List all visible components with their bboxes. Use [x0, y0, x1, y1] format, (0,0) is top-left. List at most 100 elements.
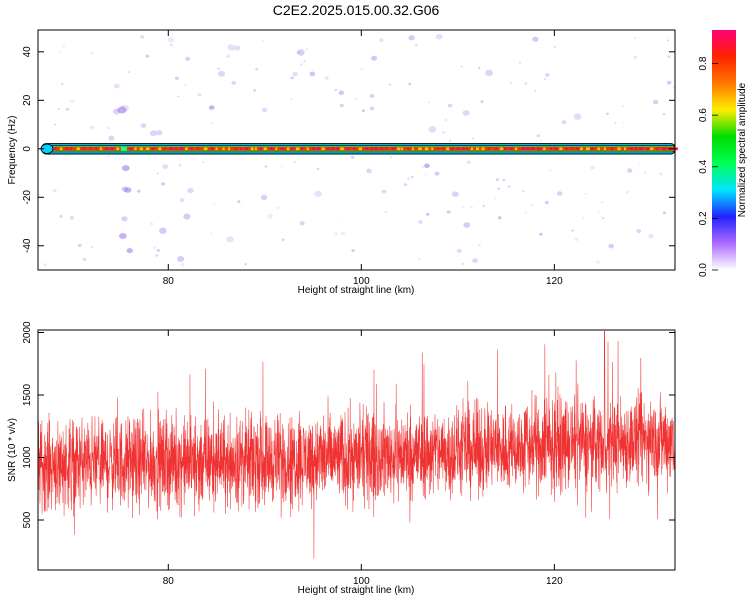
band-core-segment [89, 147, 92, 151]
spectrogram-noise-blob [471, 137, 474, 140]
snr-series-line [37, 331, 676, 559]
band-core-segment [509, 147, 514, 151]
spectrogram-noise-blob [280, 165, 283, 168]
spectrogram-noise-blob [316, 168, 320, 171]
band-core-segment [370, 147, 373, 151]
spectrogram-noise-blob [52, 189, 57, 193]
band-core-segment [380, 147, 383, 151]
band-core-segment [346, 147, 350, 151]
spectrogram-noise-blob [121, 216, 128, 222]
spectrogram-y-axis-label: Frequency (Hz) [7, 116, 18, 185]
band-core-segment [197, 147, 200, 151]
band-core-segment [65, 147, 68, 151]
spectrogram-noise-blob [414, 44, 418, 47]
spectrogram-noise-blob [43, 263, 48, 267]
band-core-segment [54, 147, 57, 151]
spectrogram-noise-blob [598, 211, 601, 213]
spectrogram-noise-blob [290, 76, 294, 80]
band-core-segment [674, 147, 678, 151]
spectrogram-noise-blob [539, 140, 542, 142]
spectrogram-noise-blob [156, 130, 163, 136]
spectrogram-noise-blob [369, 93, 375, 98]
spectrogram-noise-blob [667, 55, 671, 58]
spectrogram-noise-cluster [121, 165, 130, 172]
spectrogram-noise-blob [334, 232, 338, 236]
spectrogram-noise-blob [653, 99, 659, 105]
spectrogram-noise-blob [672, 86, 675, 89]
spectrogram-noise-blob [584, 192, 587, 195]
spectrogram-y-tick-label: 0 [22, 146, 33, 152]
band-core-segment [650, 147, 654, 151]
spectrogram-x-tick-label: 120 [546, 276, 563, 287]
spectrogram-noise-blob [524, 211, 527, 214]
spectrogram-noise-blob [255, 68, 258, 71]
spectrogram-noise-blob [497, 187, 501, 190]
spectrogram-noise-blob [252, 89, 257, 92]
spectrogram-noise-blob [608, 243, 614, 249]
band-core-segment [590, 147, 594, 151]
spectrogram-noise-blob [210, 122, 213, 125]
spectrogram-noise-blob [127, 71, 130, 73]
spectrogram-noise-blob [170, 43, 173, 47]
spectrogram-noise-blob [244, 263, 247, 266]
spectrogram-noise-blob [167, 37, 175, 43]
spectrogram-y-tick-label: 20 [22, 94, 33, 106]
spectrogram-noise-blob [544, 200, 549, 205]
band-core-segment [109, 147, 114, 151]
spectrogram-noise-blob [340, 231, 345, 236]
spectrogram-noise-blob [614, 122, 617, 125]
band-core-segment [234, 147, 238, 151]
spectrogram-noise-blob [150, 222, 153, 225]
spectrogram-noise-blob [156, 172, 159, 175]
band-core-segment [635, 147, 638, 151]
spectrogram-noise-blob [309, 71, 316, 77]
spectrogram-noise-blob [226, 54, 230, 58]
band-core-segment [554, 147, 558, 151]
band-core-segment [431, 147, 434, 151]
figure-title: C2E2.2025.015.00.32.G06 [273, 2, 440, 18]
spectrogram-noise-cluster [126, 248, 133, 254]
spectrogram-noise-blob [293, 160, 297, 163]
spectrogram-noise-blob [217, 67, 220, 70]
spectrogram-noise-blob [590, 165, 595, 170]
band-core-segment [481, 147, 485, 151]
spectrogram-noise-blob [150, 130, 157, 137]
spectrogram-noise-blob [69, 215, 74, 220]
spectrogram-noise-blob [296, 50, 301, 55]
spectrogram-noise-blob [264, 165, 268, 168]
spectrogram-noise-blob [174, 76, 179, 80]
band-core-segment [662, 147, 667, 151]
spectrogram-noise-blob [621, 105, 625, 108]
band-core-segment [412, 147, 414, 151]
spectrogram-noise-blob [451, 191, 459, 197]
spectrogram-noise-blob [338, 90, 344, 95]
spectrogram-noise-blob [305, 48, 309, 51]
spectrogram-noise-blob [155, 254, 159, 257]
band-core-segment [336, 147, 339, 151]
spectrogram-noise-blob [137, 189, 141, 193]
band-core-segment [437, 147, 440, 151]
band-core-segment [537, 147, 541, 151]
spectrogram-noise-blob [428, 126, 437, 133]
band-core-segment [461, 147, 465, 151]
colorbar-gradient [712, 30, 736, 270]
spectrogram-noise-blob [633, 56, 637, 59]
band-core-segment [543, 147, 546, 151]
spectrogram-noise-blob [292, 71, 298, 77]
band-core-segment [286, 147, 290, 151]
band-core-segment [418, 147, 422, 151]
spectrogram-noise-blob [606, 112, 609, 115]
band-core-segment [465, 147, 468, 151]
spectrogram-noise-blob [381, 189, 387, 194]
spectrogram-noise-blobs [43, 33, 675, 267]
band-core-segment [401, 147, 404, 151]
spectrogram-noise-blob [403, 183, 408, 187]
spectrogram-noise-blob [502, 178, 506, 182]
colorbar: 0.0 0.2 0.4 0.6 0.8 Normalized spectral ampl… [698, 30, 748, 277]
spectrogram-noise-blob [634, 37, 637, 39]
band-core-segment [495, 147, 498, 151]
band-core-segment [228, 147, 231, 151]
band-core-segment [116, 147, 120, 151]
band-core-segment [521, 147, 526, 151]
spectrogram-noise-blob [187, 187, 194, 194]
